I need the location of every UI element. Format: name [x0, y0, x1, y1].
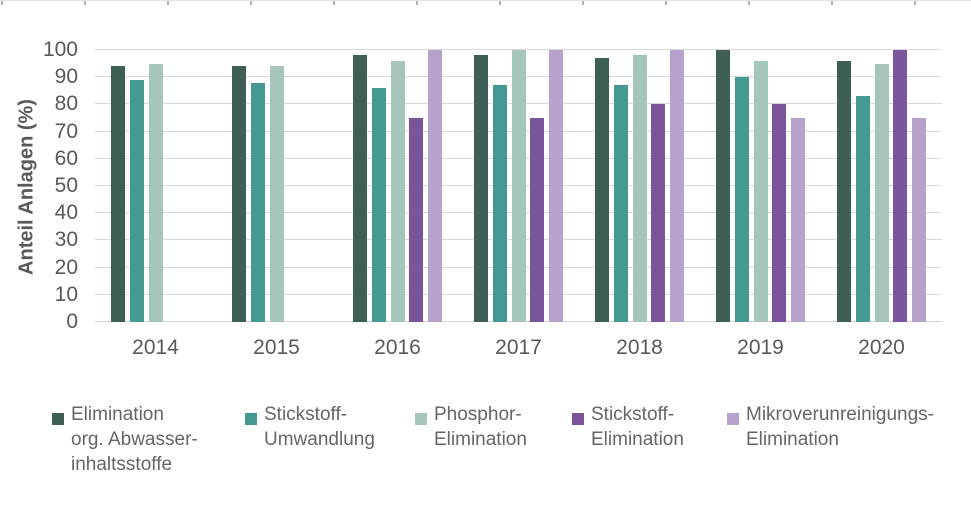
bar-2020-series5 [911, 118, 926, 322]
legend-swatch-1 [52, 413, 64, 425]
legend-label-2: Stickstoff- Umwandlung [264, 402, 375, 452]
y-tick-label-70: 70 [54, 119, 78, 143]
legend-label-line: Phosphor- [434, 404, 522, 425]
plot-area [95, 49, 942, 322]
bar-2020-series1 [837, 60, 852, 322]
y-tick-label-90: 90 [54, 65, 78, 89]
bar-2016-series3 [390, 60, 405, 322]
x-axis-label-2017: 2017 [495, 336, 542, 359]
y-tick-label-80: 80 [54, 92, 78, 116]
y-tick-label-100: 100 [42, 38, 78, 61]
bar-2019-series2 [734, 77, 749, 322]
x-axis-label-2019: 2019 [737, 336, 784, 359]
x-axis-label-2014: 2014 [132, 336, 179, 359]
bar-2016-series2 [371, 88, 386, 322]
x-axis-label-2018: 2018 [616, 336, 663, 359]
y-tick-label-50: 50 [54, 174, 78, 197]
bar-2015-series3 [269, 66, 284, 322]
bar-2019-series5 [790, 118, 805, 322]
legend-swatch-5 [727, 413, 739, 425]
bar-2014-series1 [111, 66, 126, 322]
bar-2020-series4 [893, 50, 908, 322]
bar-2019-series3 [753, 60, 768, 322]
bar-2017-series4 [530, 118, 545, 322]
y-tick-label-60: 60 [54, 146, 78, 170]
legend-label-line: Mikroverunreinigungs- [746, 404, 934, 425]
legend-label-4: Stickstoff- Elimination [591, 402, 684, 452]
bar-2018-series4 [651, 104, 666, 322]
y-tick-label-0: 0 [66, 310, 78, 333]
bar-2019-series4 [772, 104, 787, 322]
bar-2014-series2 [129, 79, 144, 322]
x-axis-label-2016: 2016 [374, 336, 421, 359]
bar-2017-series5 [548, 50, 563, 322]
x-axis-label-2015: 2015 [253, 336, 300, 359]
bar-2017-series1 [474, 55, 489, 322]
legend-label-1: Elimination org. Abwasser-inhaltsstoffe [71, 402, 198, 477]
bar-2018-series3 [632, 55, 647, 322]
legend-label-line: Elimination [434, 429, 527, 450]
bar-2015-series1 [232, 66, 247, 322]
bar-2015-series2 [250, 82, 265, 322]
legend-item-2: Stickstoff- Umwandlung [245, 402, 375, 452]
bar-2020-series2 [855, 96, 870, 322]
bar-2017-series3 [511, 50, 526, 322]
bar-2018-series1 [595, 58, 610, 322]
legend-label-line: Stickstoff- [591, 404, 675, 425]
gridline-100 [95, 49, 942, 50]
bar-2018-series5 [669, 50, 684, 322]
bar-2020-series3 [874, 63, 889, 322]
legend-swatch-4 [572, 413, 584, 425]
bar-2019-series1 [716, 50, 731, 322]
x-axis-label-2020: 2020 [858, 336, 905, 359]
legend-label-line: Stickstoff- [264, 404, 348, 425]
legend-label-line: org. Abwasser- [71, 429, 198, 450]
legend-swatch-3 [415, 413, 427, 425]
legend-label-line: inhaltsstoffe [71, 454, 173, 475]
legend-item-5: Mikroverunreinigungs- Elimination [727, 402, 934, 452]
bar-2017-series2 [492, 85, 507, 322]
legend-item-4: Stickstoff- Elimination [572, 402, 684, 452]
y-tick-label-30: 30 [54, 228, 78, 252]
legend-label-line: Elimination [71, 404, 164, 425]
legend-label-line: Elimination [746, 429, 839, 450]
legend-label-5: Mikroverunreinigungs- Elimination [746, 402, 934, 452]
y-tick-label-10: 10 [54, 282, 78, 306]
bar-2014-series3 [148, 63, 163, 322]
legend-label-line: Umwandlung [264, 429, 375, 450]
bar-2016-series5 [427, 50, 442, 322]
bar-2018-series2 [613, 85, 628, 322]
top-ruler [0, 0, 971, 5]
legend-label-3: Phosphor- Elimination [434, 402, 527, 452]
legend-label-line: Elimination [591, 429, 684, 450]
bar-2016-series4 [409, 118, 424, 322]
legend-swatch-2 [245, 413, 257, 425]
bar-2016-series1 [353, 55, 368, 322]
legend-item-3: Phosphor- Elimination [415, 402, 527, 452]
legend-item-1: Elimination org. Abwasser-inhaltsstoffe [52, 402, 198, 477]
y-tick-label-40: 40 [54, 201, 78, 225]
y-tick-label-20: 20 [54, 255, 78, 279]
